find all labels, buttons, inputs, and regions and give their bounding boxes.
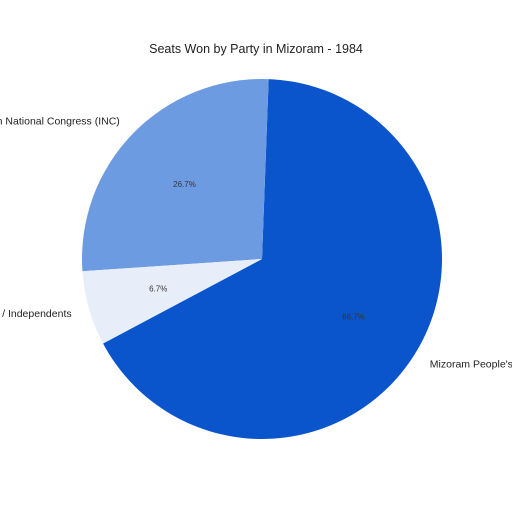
slice-percent-others-independents: 6.7% [149,285,167,294]
pie-slice-others-independents [82,259,262,344]
chart-title: Seats Won by Party in Mizoram - 1984 [149,42,363,56]
pie-slice-indian-national-congress-inc [82,78,269,272]
pie-labels: Mizoram People's Conference (MPC) 66.7% In… [0,116,512,371]
slice-label-indian-national-congress-inc: Indian National Congress (INC) [0,116,120,128]
slice-label-others-independents: Others / Independents [0,308,72,320]
slice-label-mizoram-people-s-conference-mpc: Mizoram People's Conference (MPC) [430,359,512,371]
pie-slices [82,78,443,439]
slice-percent-mizoram-people-s-conference-mpc: 66.7% [342,312,365,321]
pie-slice-mizoram-people-s-conference-mpc [103,79,443,439]
slice-percent-indian-national-congress-inc: 26.7% [173,180,196,189]
